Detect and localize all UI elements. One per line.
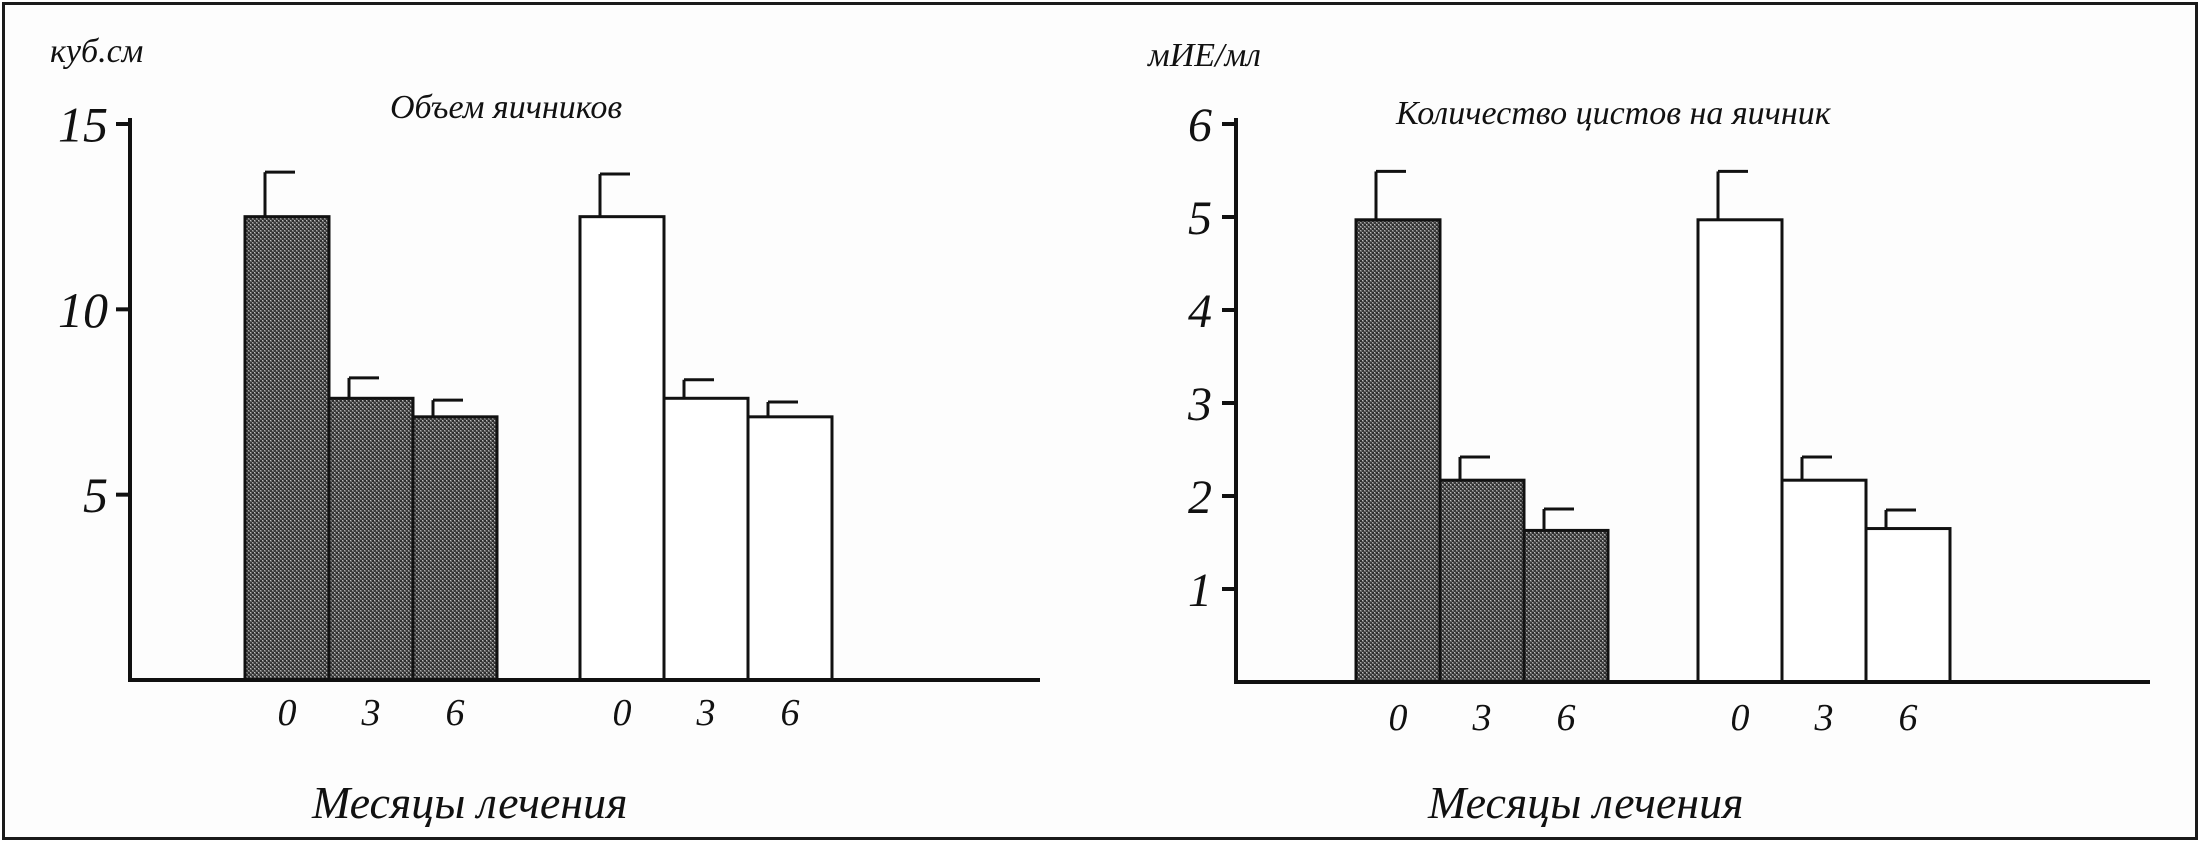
chart2-xtick-label-s2-3: 3 <box>1814 697 1834 739</box>
chart2-title: Количество цистов на яичник <box>1395 95 1832 132</box>
chart1-bar-s1-6 <box>411 415 499 682</box>
chart2-bar-s1-6 <box>1522 528 1610 684</box>
chart2-bar-s1-3 <box>1438 478 1526 684</box>
chart2-xtick-label-s2-0: 0 <box>1731 697 1750 739</box>
chart1-ytick-label-5: 5 <box>83 467 108 523</box>
chart1-bar-s2-3 <box>662 396 750 682</box>
chart1-bar-s2-0 <box>578 215 666 682</box>
chart2-bar-s2-0 <box>1696 218 1784 684</box>
chart2-ylabel: мИЕ/мл <box>1147 37 1261 74</box>
chart2-ytick-label-3: 3 <box>1187 378 1212 431</box>
chart2-ytick-label-4: 4 <box>1188 285 1212 338</box>
chart2-bar-s2-6 <box>1864 527 1952 684</box>
chart2-ytick-label-6: 6 <box>1188 99 1212 152</box>
chart1-ylabel: куб.см <box>50 33 143 70</box>
chart1-xlabel: Месяцы лечения <box>311 777 628 828</box>
chart1-ytick-label-10: 10 <box>58 282 108 338</box>
chart1-ytick-label-15: 15 <box>58 97 108 153</box>
chart2-ytick-label-1: 1 <box>1188 564 1212 617</box>
chart1-xtick-label-s2-6: 6 <box>781 692 800 734</box>
chart1-bar-s2-6 <box>746 415 834 682</box>
chart1-xtick-label-s1-0: 0 <box>278 692 297 734</box>
chart2-ytick-label-5: 5 <box>1188 192 1212 245</box>
chart2-xtick-label-s1-6: 6 <box>1557 697 1576 739</box>
chart2-xtick-label-s1-0: 0 <box>1389 697 1408 739</box>
chart1-xtick-label-s1-6: 6 <box>446 692 465 734</box>
chart1-xtick-label-s2-3: 3 <box>696 692 716 734</box>
chart2-xtick-label-s1-3: 3 <box>1472 697 1492 739</box>
chart2-bar-s2-3 <box>1780 478 1868 684</box>
chart2-xlabel: Месяцы лечения <box>1427 777 1744 828</box>
chart1-bar-s1-0 <box>243 215 331 682</box>
chart1-bar-s1-3 <box>327 396 415 682</box>
chart2-xtick-label-s2-6: 6 <box>1899 697 1918 739</box>
chart1-xtick-label-s2-0: 0 <box>613 692 632 734</box>
chart2-bar-s1-0 <box>1354 218 1442 684</box>
chart1-xtick-label-s1-3: 3 <box>361 692 381 734</box>
chart1-title: Объем яичников <box>390 89 622 126</box>
chart2-ytick-label-2: 2 <box>1188 471 1212 524</box>
